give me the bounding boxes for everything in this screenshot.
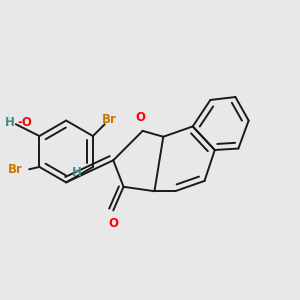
Text: Br: Br xyxy=(8,164,23,176)
Text: O: O xyxy=(135,111,145,124)
Text: Br: Br xyxy=(102,113,117,126)
Text: H: H xyxy=(71,166,81,179)
Text: -O: -O xyxy=(17,116,32,129)
Text: H: H xyxy=(4,116,14,129)
Text: O: O xyxy=(108,217,118,230)
